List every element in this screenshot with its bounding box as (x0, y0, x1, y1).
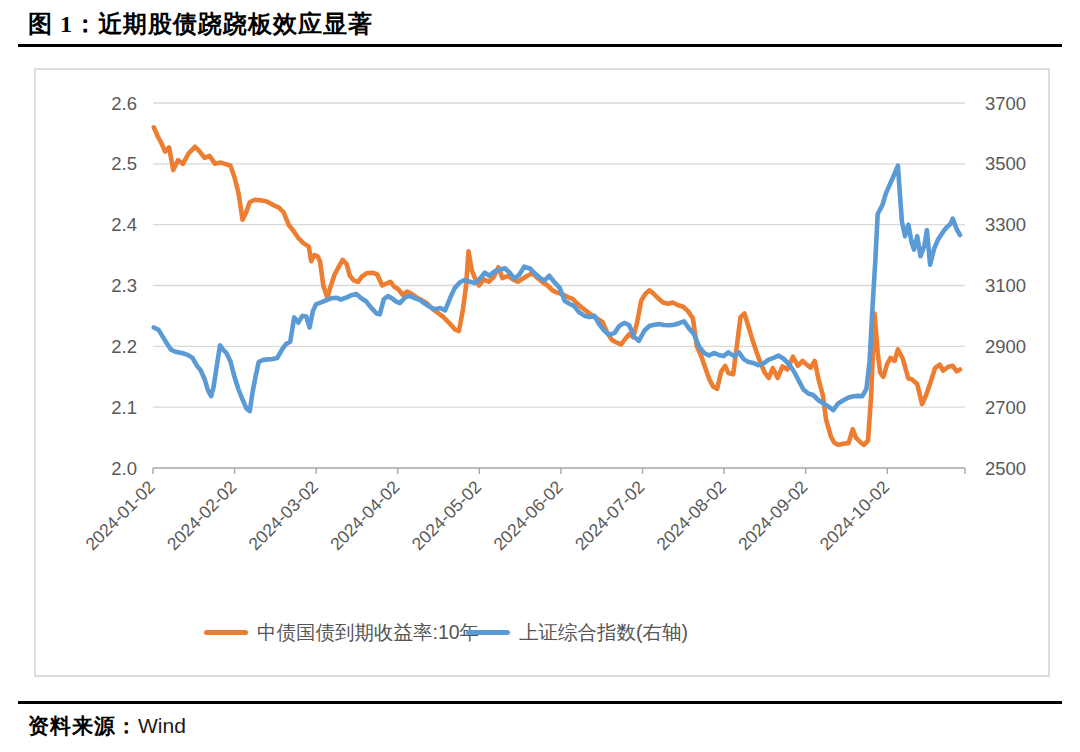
svg-text:2.2: 2.2 (111, 336, 137, 357)
svg-text:2.5: 2.5 (111, 153, 137, 174)
svg-text:2700: 2700 (985, 397, 1026, 418)
legend-item-bond-yield: 中债国债到期收益率:10年 (204, 618, 479, 646)
svg-text:2024-03-02: 2024-03-02 (245, 477, 322, 554)
svg-text:3100: 3100 (985, 275, 1026, 296)
legend-label-sse-index: 上证综合指数(右轴) (519, 619, 688, 646)
legend-label-bond-yield: 中债国债到期收益率:10年 (257, 619, 479, 646)
svg-text:2024-08-02: 2024-08-02 (652, 477, 729, 554)
figure-title: 图 1：近期股债跷跷板效应显著 (28, 8, 373, 40)
svg-text:2024-04-02: 2024-04-02 (326, 477, 403, 554)
source-line: 资料来源：Wind (28, 712, 186, 740)
svg-text:2024-10-02: 2024-10-02 (816, 477, 893, 554)
sse-index-line-swatch (466, 630, 510, 635)
svg-text:2900: 2900 (985, 336, 1026, 357)
source-value: Wind (138, 714, 186, 737)
svg-text:2024-05-02: 2024-05-02 (408, 477, 485, 554)
svg-text:2024-02-02: 2024-02-02 (163, 477, 240, 554)
source-prefix: 资料来源： (28, 714, 138, 738)
chart-legend: 中债国债到期收益率:10年 上证综合指数(右轴) (36, 618, 1048, 648)
svg-text:2024-01-02: 2024-01-02 (81, 477, 158, 554)
svg-text:3300: 3300 (985, 214, 1026, 235)
report-page: 图 1：近期股债跷跷板效应显著 2.0 2.1 2.2 2.3 2.4 2.5 2.6 250… (0, 0, 1080, 752)
source-divider-line (18, 701, 1062, 704)
svg-text:2024-06-02: 2024-06-02 (489, 477, 566, 554)
dual-axis-line-chart: 2.0 2.1 2.2 2.3 2.4 2.5 2.6 2500 2700 2900 3100 330… (36, 70, 1048, 675)
svg-text:3500: 3500 (985, 153, 1026, 174)
svg-text:2.1: 2.1 (111, 397, 137, 418)
svg-text:2.3: 2.3 (111, 275, 137, 296)
svg-text:3700: 3700 (985, 93, 1026, 114)
svg-text:2.4: 2.4 (111, 214, 137, 235)
title-divider-line (18, 44, 1062, 47)
svg-text:2.6: 2.6 (111, 93, 137, 114)
svg-text:2500: 2500 (985, 458, 1026, 479)
bond-yield-line-swatch (204, 630, 248, 635)
svg-text:2.0: 2.0 (111, 458, 137, 479)
legend-item-sse-index: 上证综合指数(右轴) (466, 618, 688, 646)
chart-container: 2.0 2.1 2.2 2.3 2.4 2.5 2.6 2500 2700 2900 3100 330… (34, 68, 1050, 677)
svg-text:2024-09-02: 2024-09-02 (734, 477, 811, 554)
svg-text:2024-07-02: 2024-07-02 (571, 477, 648, 554)
